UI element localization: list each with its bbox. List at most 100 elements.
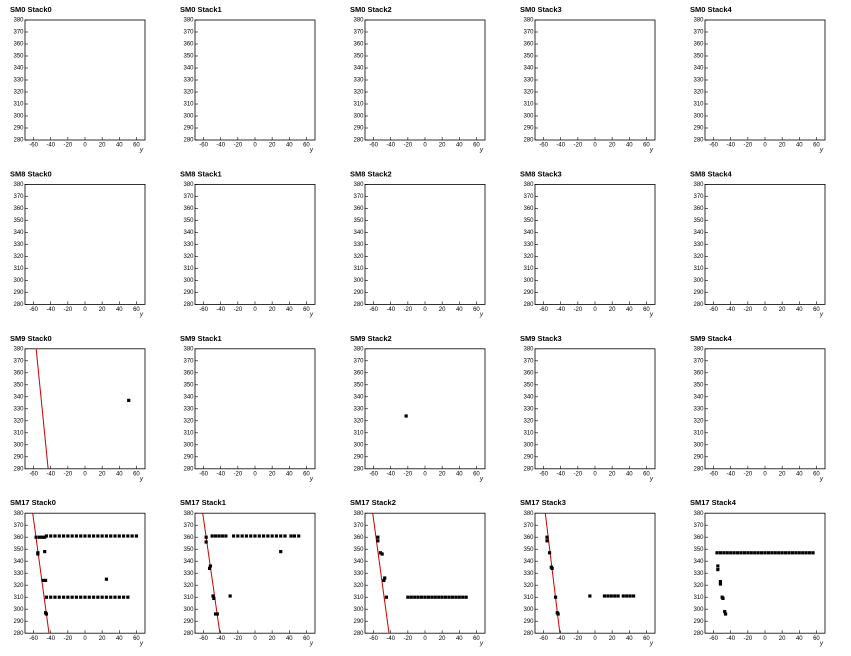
hit-point — [556, 612, 560, 616]
plot-frame — [364, 183, 486, 305]
y-tick-label: 350 — [353, 218, 364, 224]
y-tick-label: 320 — [183, 254, 194, 260]
y-tick-label: 280 — [13, 302, 24, 308]
y-tick-label: 280 — [13, 466, 24, 472]
x-tick-label: -40 — [216, 307, 225, 313]
y-tick-label: 340 — [353, 66, 364, 72]
hit-point — [780, 551, 784, 555]
panel: SM0 Stack1 280 290 300 310 320 330 340 350 360 370… — [180, 5, 316, 154]
fit-line — [372, 513, 390, 634]
plot-frame — [24, 348, 146, 470]
y-tick-label: 300 — [523, 278, 534, 284]
y-tick-label: 280 — [523, 302, 534, 308]
x-tick-label: 20 — [609, 636, 616, 642]
hit-point — [207, 566, 212, 570]
panel: SM17 Stack1 280 290 300 310 320 330 340 350 360 37… — [180, 498, 316, 647]
y-tick-label: 370 — [523, 523, 534, 529]
y-tick-label: 350 — [353, 547, 364, 553]
plot-frame — [364, 348, 486, 470]
y-tick-label: 330 — [13, 406, 24, 412]
x-tick-label: -40 — [386, 307, 395, 313]
y-tick-label: 380 — [693, 182, 704, 188]
y-tick-label: 300 — [183, 278, 194, 284]
x-tick-label: -40 — [46, 471, 55, 477]
panel-title: SM8 Stack1 — [180, 169, 222, 178]
hit-point — [204, 535, 208, 539]
x-tick-label: 40 — [626, 471, 633, 477]
y-tick-label: 290 — [353, 454, 364, 460]
hit-point — [213, 612, 218, 616]
y-tick-label: 300 — [13, 114, 24, 120]
y-tick-label: 290 — [693, 126, 704, 132]
y-tick-label: 340 — [693, 66, 704, 72]
y-tick-label: 320 — [13, 254, 24, 260]
y-tick-label: 310 — [523, 102, 534, 108]
hit-point — [224, 534, 228, 538]
x-axis-label: y — [649, 641, 654, 647]
x-axis-label: y — [649, 312, 654, 318]
panel-title: SM9 Stack0 — [10, 334, 52, 343]
panel: SM9 Stack3 280 290 300 310 320 330 340 350 360 370… — [520, 334, 656, 482]
y-tick-label: 340 — [183, 559, 194, 565]
hit-point — [210, 534, 214, 538]
y-tick-label: 300 — [353, 114, 364, 120]
y-tick-label: 280 — [693, 302, 704, 308]
y-tick-label: 380 — [353, 18, 364, 24]
y-tick-label: 280 — [183, 302, 194, 308]
hit-point — [231, 534, 236, 538]
y-tick-label: 290 — [693, 290, 704, 296]
hit-point — [53, 534, 57, 538]
y-tick-label: 360 — [693, 370, 704, 376]
y-tick-label: 280 — [353, 302, 364, 308]
hit-point — [729, 551, 733, 555]
hit-point — [716, 564, 720, 568]
y-tick-label: 300 — [353, 278, 364, 284]
panel: SM9 Stack0 280 290 300 310 320 330 340 350 360 370… — [10, 334, 146, 482]
y-tick-label: 290 — [183, 290, 194, 296]
x-tick-label: 0 — [593, 307, 597, 313]
panel-title: SM17 Stack3 — [520, 498, 566, 507]
y-tick-label: 280 — [353, 466, 364, 472]
plot-frame — [194, 183, 316, 305]
hit-point — [100, 534, 104, 538]
x-tick-label: -20 — [744, 143, 753, 149]
x-tick-label: -60 — [709, 636, 718, 642]
y-tick-label: 360 — [353, 370, 364, 376]
panel-title: SM0 Stack3 — [520, 5, 562, 14]
panel: SM17 Stack0 280 290 300 310 320 330 340 350 360 37… — [10, 498, 146, 647]
x-tick-label: -60 — [199, 471, 208, 477]
y-tick-label: 340 — [13, 66, 24, 72]
y-tick-label: 370 — [523, 30, 534, 36]
x-tick-label: 40 — [796, 636, 803, 642]
hit-point — [811, 551, 815, 555]
y-tick-label: 350 — [693, 54, 704, 60]
hit-point — [44, 534, 49, 538]
y-tick-label: 340 — [693, 394, 704, 400]
x-tick-label: -40 — [46, 143, 55, 149]
hit-point — [104, 595, 109, 599]
y-tick-label: 320 — [523, 583, 534, 589]
x-axis-label: y — [819, 641, 824, 647]
y-tick-label: 290 — [353, 290, 364, 296]
hit-point — [735, 551, 740, 555]
y-tick-label: 380 — [13, 18, 24, 24]
x-tick-label: 20 — [269, 636, 276, 642]
y-tick-label: 300 — [13, 607, 24, 613]
panel: SM0 Stack2 280 290 300 310 320 330 340 350 360 370… — [350, 5, 486, 154]
y-tick-label: 330 — [353, 406, 364, 412]
hit-point — [127, 398, 131, 402]
x-tick-label: 20 — [609, 471, 616, 477]
y-tick-label: 300 — [693, 442, 704, 448]
hit-point — [240, 534, 244, 538]
y-tick-label: 330 — [353, 242, 364, 248]
y-tick-label: 330 — [13, 242, 24, 248]
x-tick-label: 20 — [609, 143, 616, 149]
y-tick-label: 330 — [523, 571, 534, 577]
y-tick-label: 350 — [353, 54, 364, 60]
panel-title: SM17 Stack1 — [180, 498, 226, 507]
y-tick-label: 290 — [523, 290, 534, 296]
hit-point — [378, 551, 383, 555]
panel-title: SM0 Stack2 — [350, 5, 392, 14]
hit-point — [380, 552, 384, 556]
x-tick-label: 0 — [423, 471, 427, 477]
